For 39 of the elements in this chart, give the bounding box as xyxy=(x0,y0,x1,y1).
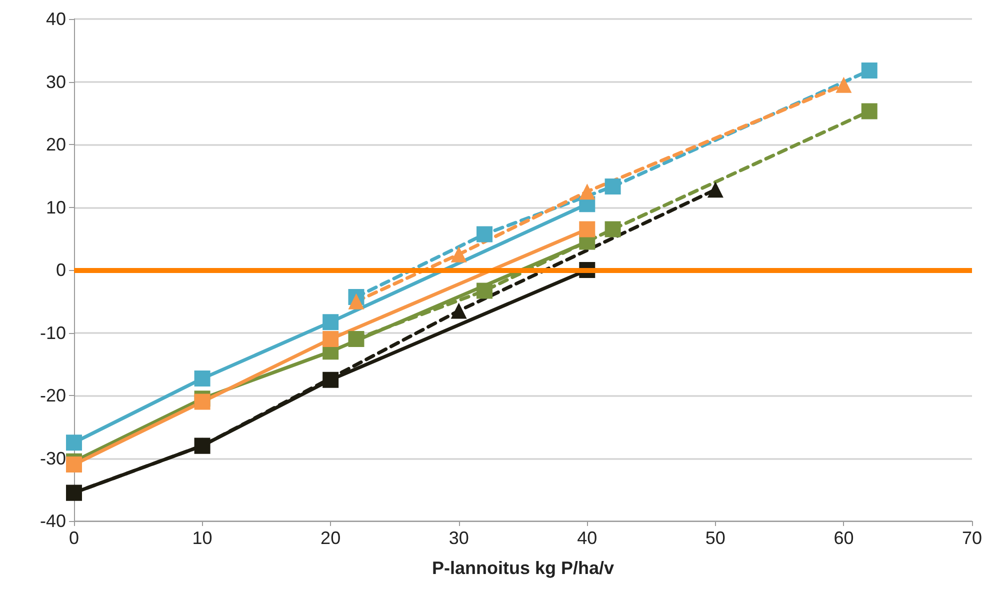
point xyxy=(604,178,621,195)
x-tick-label: 20 xyxy=(320,528,341,548)
y-tick-label: 10 xyxy=(46,197,66,218)
y-tick-label: 40 xyxy=(46,9,66,29)
point xyxy=(579,221,596,238)
y-tick-label: 20 xyxy=(46,134,66,154)
point xyxy=(861,103,878,120)
x-tick-label: 60 xyxy=(834,528,854,548)
y-tick-label: -40 xyxy=(40,511,66,531)
x-tick-label: 30 xyxy=(448,528,469,548)
point xyxy=(476,282,493,299)
point xyxy=(348,331,364,348)
y-tick-label: -30 xyxy=(40,448,66,468)
point xyxy=(348,293,364,310)
point xyxy=(194,370,210,387)
x-tick-label: 50 xyxy=(705,528,726,548)
x-tick-label: 70 xyxy=(962,528,982,548)
point xyxy=(66,456,82,473)
point xyxy=(707,182,724,198)
point xyxy=(450,246,467,262)
point xyxy=(604,221,621,238)
y-tick-label: 0 xyxy=(56,260,66,280)
y-tick-label: -20 xyxy=(40,386,66,406)
x-tick-label: 10 xyxy=(192,528,212,548)
point xyxy=(476,226,493,242)
x-axis-title: P-lannoitus kg P/ha/v xyxy=(432,558,614,578)
x-tick-label: 0 xyxy=(68,528,80,548)
y-tick-label: 30 xyxy=(46,72,66,92)
point xyxy=(194,394,210,410)
point xyxy=(322,331,339,348)
point xyxy=(322,314,339,330)
y-tick-label: -10 xyxy=(40,322,66,343)
x-tick-label: 40 xyxy=(577,528,598,548)
point xyxy=(836,76,852,93)
point xyxy=(66,434,82,451)
point xyxy=(322,372,339,388)
point xyxy=(450,302,467,319)
point xyxy=(861,62,878,78)
point xyxy=(579,184,596,200)
